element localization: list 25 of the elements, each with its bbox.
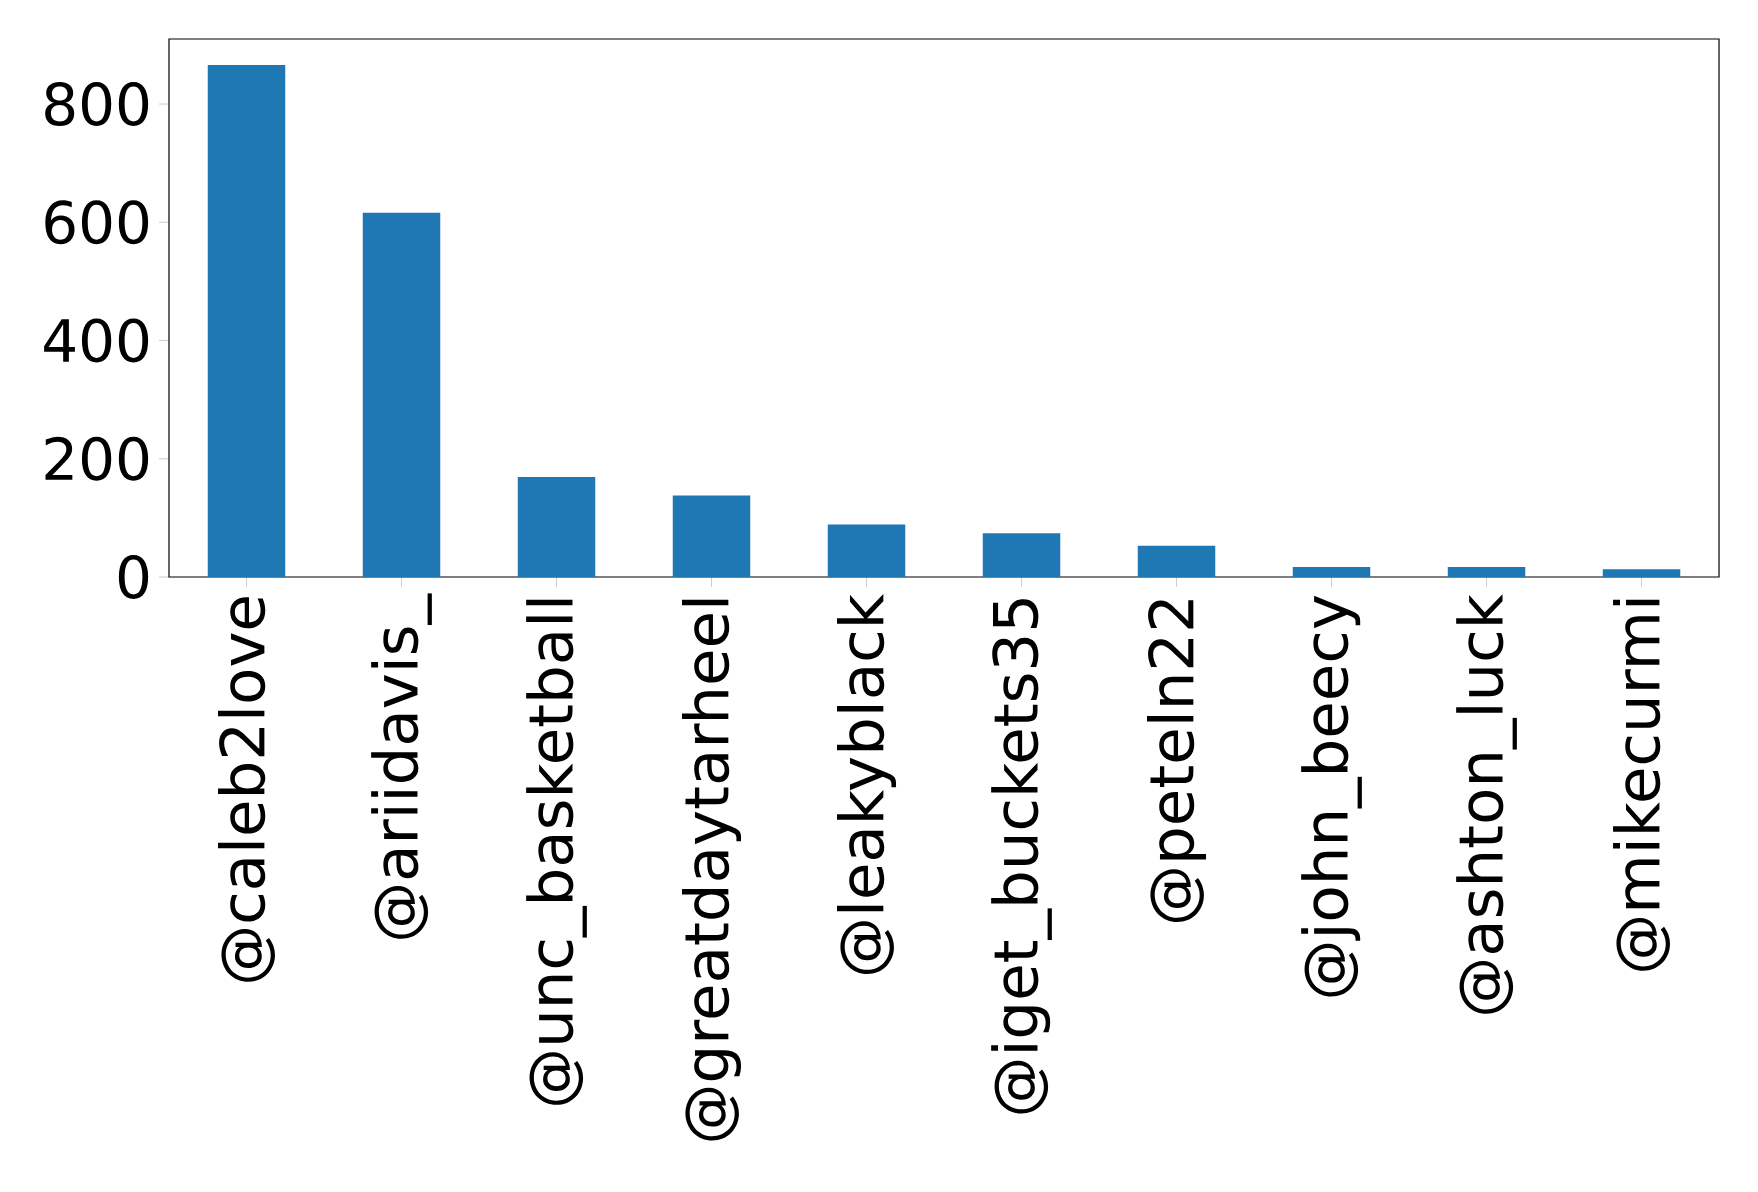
x-tick-label: @caleb2love <box>218 597 275 982</box>
bar <box>672 495 751 577</box>
x-tick-label: @mikecurmi <box>1613 599 1670 971</box>
bar <box>207 65 286 577</box>
x-tick-label: @greatdaytarheel <box>681 599 742 1141</box>
x-tick-label: @leakyblack <box>837 594 897 975</box>
bar <box>827 524 906 577</box>
bar <box>1137 545 1216 577</box>
y-tick-label: 800 <box>45 82 149 126</box>
bar <box>517 477 596 577</box>
x-tick-label: @peteln22 <box>1147 600 1207 922</box>
x-tick-label: @iget_buckets35 <box>991 599 1052 1114</box>
x-tick-label: @ariidavis_ <box>371 593 432 939</box>
y-tick-label: 0 <box>118 555 149 599</box>
y-tick-label: 600 <box>45 200 149 245</box>
y-tick-label: 400 <box>44 318 149 363</box>
x-tick-label: @john_beecy <box>1301 595 1362 997</box>
bar <box>1292 566 1371 577</box>
bar <box>1447 566 1526 577</box>
y-tick-label: 200 <box>45 436 149 481</box>
bar <box>1602 569 1681 577</box>
x-tick-label: @ashton_luck <box>1456 594 1517 1014</box>
x-tick-label: @unc_basketball <box>526 599 587 1105</box>
bar <box>982 533 1061 577</box>
bar <box>362 212 441 577</box>
